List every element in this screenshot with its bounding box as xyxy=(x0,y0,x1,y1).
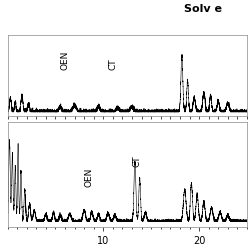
Text: CT: CT xyxy=(108,58,117,70)
Text: Solv e: Solv e xyxy=(184,4,222,14)
Text: OEN: OEN xyxy=(84,168,93,187)
Text: OEN: OEN xyxy=(60,51,70,70)
Text: CT: CT xyxy=(132,155,141,167)
